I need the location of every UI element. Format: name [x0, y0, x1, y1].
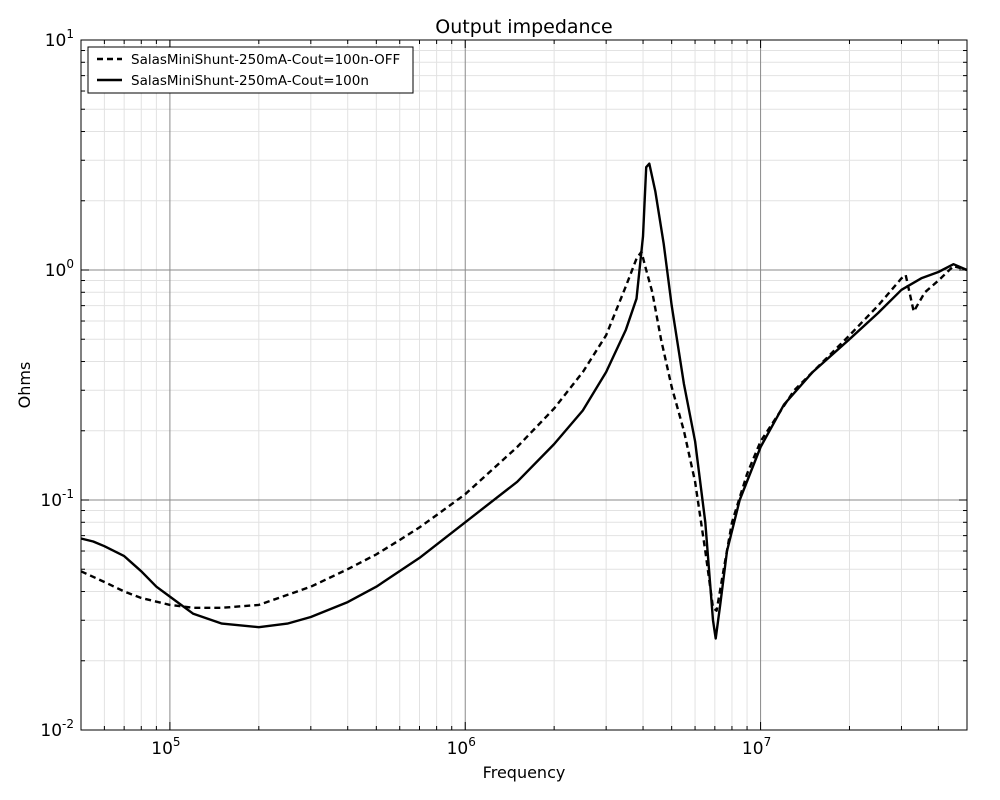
- legend-box: [87, 46, 414, 94]
- legend-label-2: SalasMiniShunt-250mA-Cout=100n: [131, 73, 369, 89]
- x-tick-label: 107: [742, 735, 771, 759]
- y-tick-label: 10-2: [40, 717, 74, 741]
- chart-title: Output impedance: [435, 16, 612, 38]
- series-line-1: [80, 250, 968, 612]
- y-tick-label: 10-1: [40, 487, 74, 511]
- y-tick-label: 101: [45, 27, 74, 51]
- major-gridlines: [81, 40, 967, 730]
- axis-ticks: [80, 39, 968, 731]
- y-axis-label: Ohms: [15, 362, 34, 409]
- x-tick-label: 106: [447, 735, 476, 759]
- series-layer: [80, 162, 968, 640]
- legend: SalasMiniShunt-250mA-Cout=100n-OFF SalasM…: [87, 46, 414, 94]
- tick-labels: 105 106 107 10-2 10-1 100 101: [40, 27, 771, 759]
- plot-frame: [80, 39, 968, 731]
- y-tick-label: 100: [45, 257, 74, 281]
- minor-gridlines: [80, 40, 968, 730]
- x-tick-label: 105: [151, 735, 180, 759]
- legend-label-1: SalasMiniShunt-250mA-Cout=100n-OFF: [131, 52, 400, 68]
- series-line-2: [80, 162, 968, 640]
- x-axis-label: Frequency: [483, 763, 566, 782]
